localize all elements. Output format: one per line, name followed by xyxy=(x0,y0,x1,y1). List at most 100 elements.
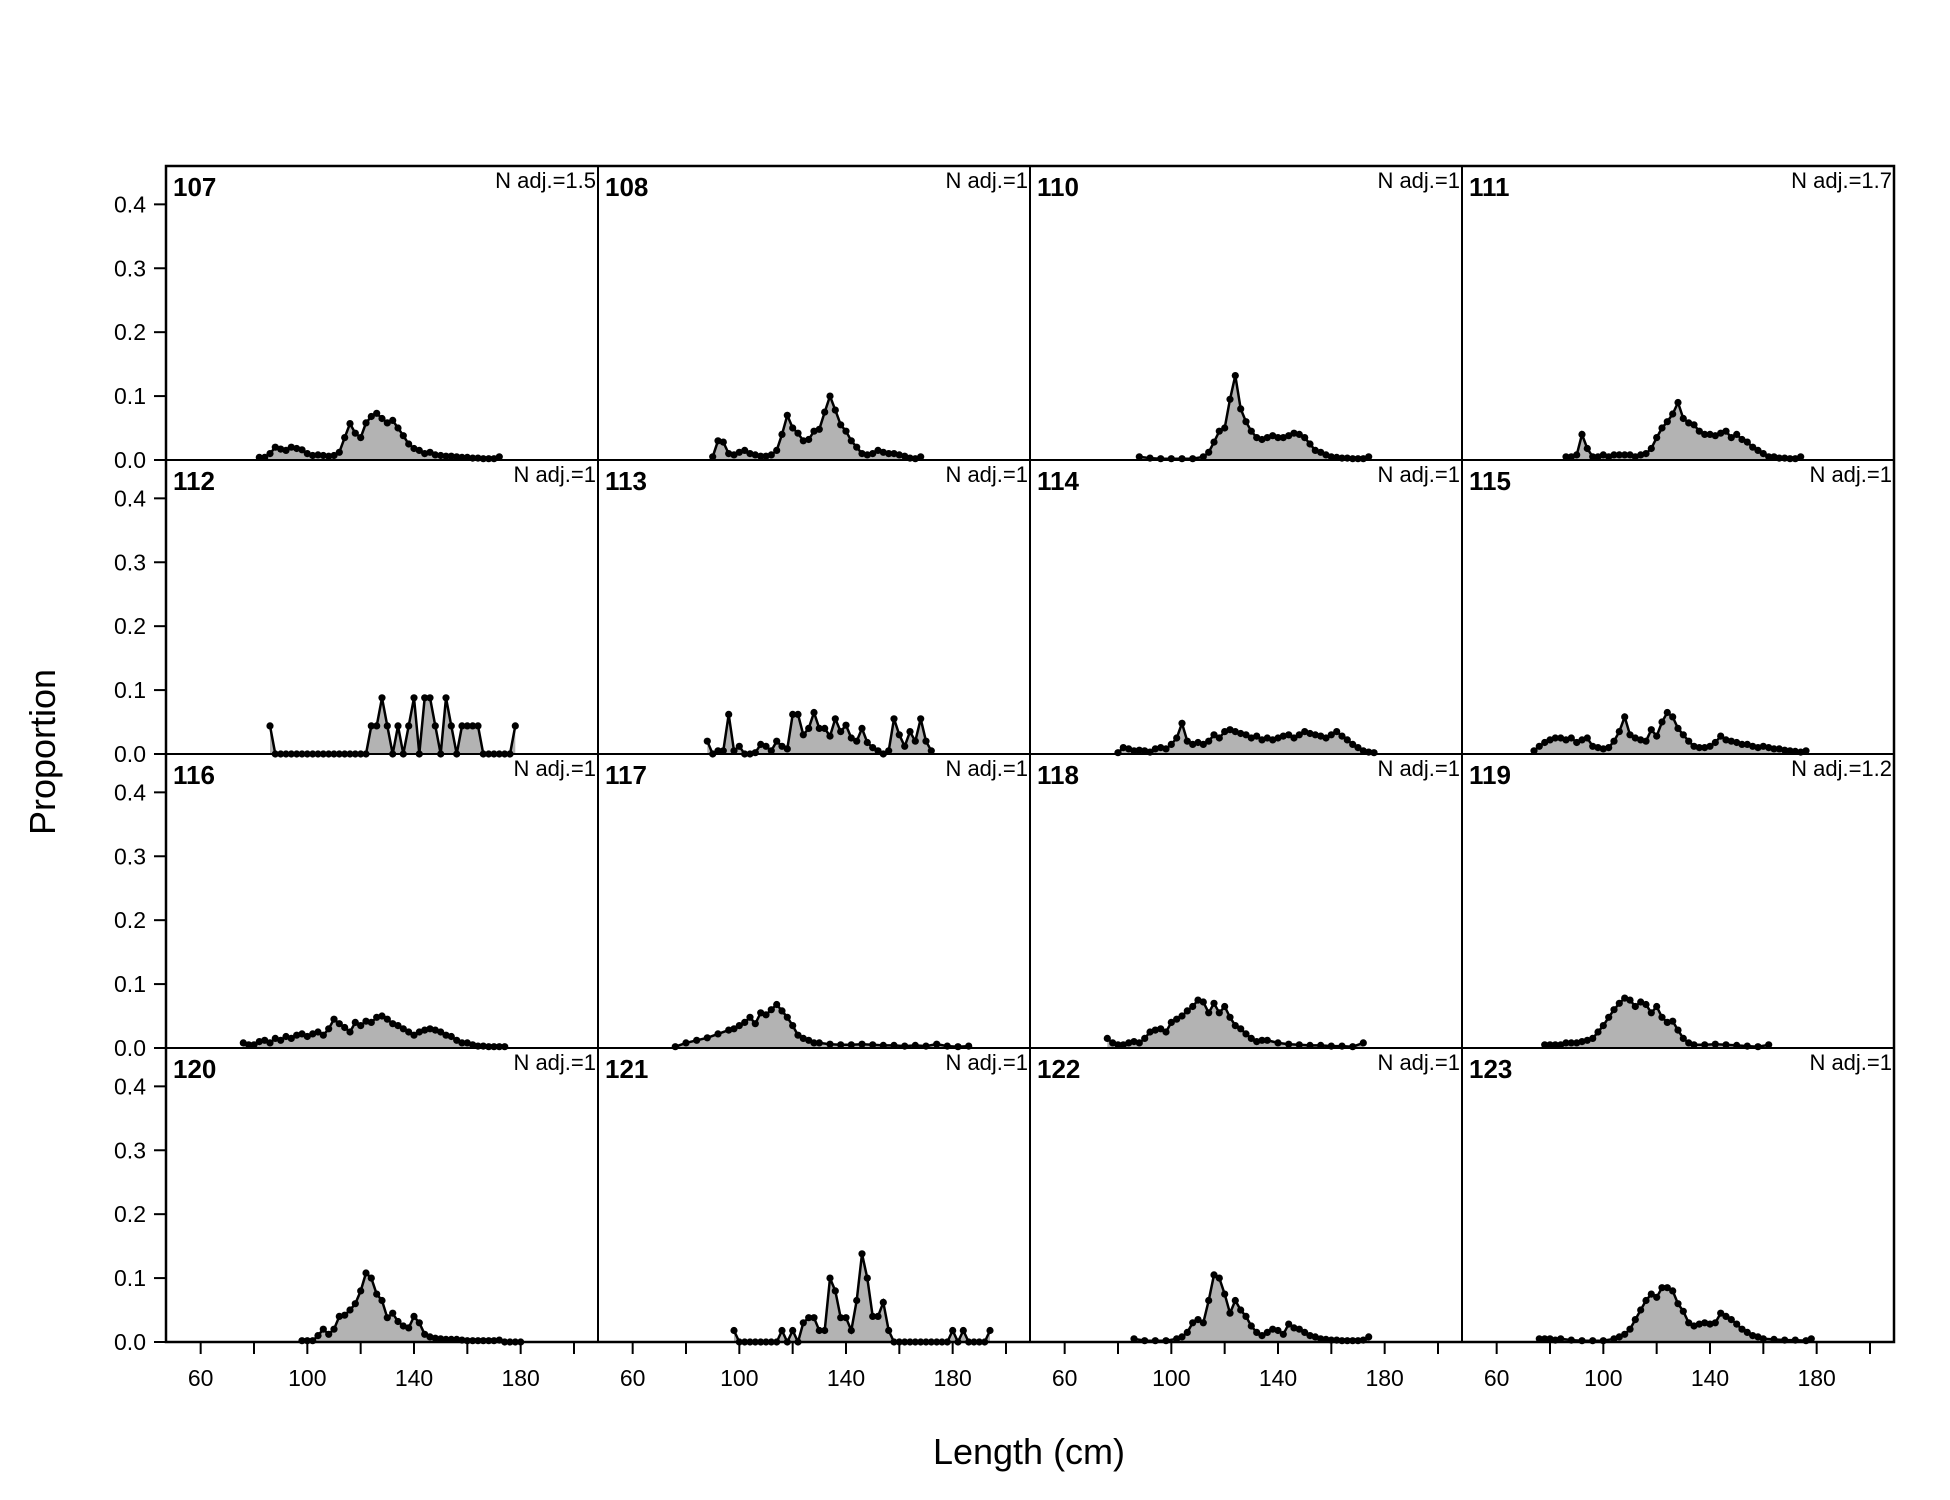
data-point xyxy=(447,1032,455,1041)
data-point xyxy=(842,427,850,435)
data-point xyxy=(394,1022,402,1030)
panel-label: 122 xyxy=(1037,1054,1080,1084)
data-point xyxy=(1781,746,1789,754)
panel-107: 107 N adj.=1.5 xyxy=(173,168,596,463)
data-point xyxy=(1621,451,1629,459)
n-adj-label: N adj.=1 xyxy=(513,462,596,487)
data-point xyxy=(1770,745,1778,753)
data-point xyxy=(1658,1013,1666,1021)
data-point xyxy=(1263,1328,1271,1336)
data-point xyxy=(1178,455,1186,463)
data-point xyxy=(1194,1316,1202,1324)
data-point xyxy=(1551,1041,1559,1049)
data-point xyxy=(378,1296,386,1305)
data-point xyxy=(442,452,450,460)
data-point xyxy=(303,1032,311,1041)
data-point xyxy=(1295,1041,1303,1049)
data-point xyxy=(1567,734,1575,742)
data-point xyxy=(1295,731,1303,739)
data-point xyxy=(986,1326,994,1335)
data-point xyxy=(1349,740,1357,749)
data-point xyxy=(287,1034,295,1042)
data-point xyxy=(1599,1022,1607,1030)
data-point xyxy=(810,708,818,717)
y-tick-label: 0.4 xyxy=(114,485,146,511)
panels: 107 N adj.=1.5 112 N adj.=1 116 N adj.=1 120 N … xyxy=(173,168,1892,1346)
data-point xyxy=(426,694,434,702)
data-point xyxy=(1706,742,1714,750)
data-point xyxy=(1807,1335,1815,1343)
data-point xyxy=(895,731,903,739)
data-point xyxy=(346,1306,354,1314)
data-point xyxy=(1663,1284,1671,1292)
data-point xyxy=(357,1287,365,1295)
data-point xyxy=(762,742,770,750)
x-tick-label: 180 xyxy=(1797,1365,1835,1391)
data-point xyxy=(869,1041,877,1049)
data-point xyxy=(1765,1041,1773,1049)
n-adj-label: N adj.=1.7 xyxy=(1791,168,1892,193)
area-fill xyxy=(302,1273,521,1342)
data-point xyxy=(1722,427,1730,435)
data-point xyxy=(730,1326,738,1335)
data-point xyxy=(837,1041,845,1049)
data-point xyxy=(1274,434,1282,442)
data-point xyxy=(373,1290,381,1298)
data-point xyxy=(1242,731,1250,739)
data-point xyxy=(341,1311,349,1319)
data-point xyxy=(303,450,311,458)
data-point xyxy=(1103,1034,1111,1042)
data-point xyxy=(378,694,386,702)
panel-118: 118 N adj.=1 xyxy=(1037,756,1460,1051)
data-point xyxy=(1621,713,1629,721)
data-point xyxy=(415,446,423,454)
panel-114: 114 N adj.=1 xyxy=(1037,462,1460,757)
panel-116: 116 N adj.=1 xyxy=(173,756,596,1051)
y-tick-label: 0.1 xyxy=(114,677,146,703)
data-point xyxy=(330,1015,338,1023)
data-point xyxy=(245,1041,253,1049)
data-point xyxy=(1583,1036,1591,1044)
data-point xyxy=(927,747,935,755)
panel-label: 107 xyxy=(173,172,216,202)
data-point xyxy=(266,722,274,730)
data-point xyxy=(1263,734,1271,742)
data-point xyxy=(1327,453,1335,461)
data-point xyxy=(1247,734,1255,742)
data-point xyxy=(1589,1034,1597,1042)
data-point xyxy=(949,1326,957,1335)
area-fill xyxy=(1539,1287,1812,1342)
data-point xyxy=(437,451,445,460)
data-point xyxy=(458,722,466,730)
data-point xyxy=(1285,731,1293,739)
area-fill xyxy=(1139,375,1369,460)
panel-label: 118 xyxy=(1037,760,1079,790)
data-point xyxy=(714,1030,722,1038)
data-point xyxy=(1210,438,1218,446)
data-point xyxy=(735,742,743,750)
panel-label: 120 xyxy=(173,1054,216,1084)
panel-108: 108 N adj.=1 xyxy=(605,168,1028,463)
data-point xyxy=(1242,418,1250,426)
data-point xyxy=(1274,1039,1282,1047)
data-point xyxy=(805,435,813,444)
data-point xyxy=(1647,1009,1655,1017)
data-point xyxy=(1765,453,1773,461)
data-point xyxy=(1541,1041,1549,1049)
data-point xyxy=(1237,1306,1245,1314)
data-point xyxy=(1631,1002,1639,1011)
data-point xyxy=(858,1040,866,1048)
data-point xyxy=(1242,1030,1250,1038)
area-fill xyxy=(734,1253,990,1342)
panel-label: 113 xyxy=(605,466,647,496)
data-point xyxy=(277,1036,285,1044)
data-point xyxy=(778,430,786,438)
data-point xyxy=(282,446,290,454)
data-point xyxy=(1557,1335,1565,1343)
data-point xyxy=(767,1006,775,1014)
n-adj-label: N adj.=1.5 xyxy=(495,168,596,193)
data-point xyxy=(1711,738,1719,747)
y-tick-label: 0.3 xyxy=(114,255,146,281)
data-point xyxy=(767,451,775,459)
data-point xyxy=(1199,453,1207,461)
